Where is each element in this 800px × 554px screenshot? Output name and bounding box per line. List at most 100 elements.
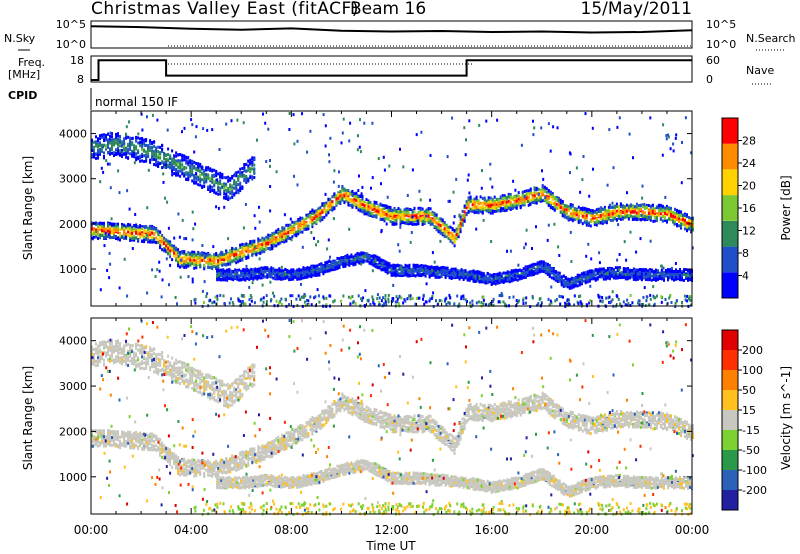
power-cell	[395, 216, 398, 220]
power-cell	[684, 214, 686, 217]
power-cell	[473, 211, 476, 215]
power-cell	[323, 204, 326, 207]
power-cell	[235, 261, 238, 265]
power-cell	[302, 276, 305, 280]
power-cell	[477, 210, 480, 214]
power-cell	[361, 195, 364, 198]
power-cell	[149, 240, 152, 244]
power-cell	[183, 255, 186, 259]
power-cell	[467, 202, 470, 206]
power-cell	[139, 235, 142, 239]
power-cell	[211, 267, 214, 271]
power-cell	[503, 200, 506, 203]
power-cell	[591, 217, 594, 221]
power-cell	[545, 194, 548, 198]
power-cell	[548, 266, 551, 270]
power-cell	[637, 211, 640, 215]
power-cell	[297, 230, 300, 233]
power-cell	[506, 278, 509, 281]
power-cell	[517, 191, 520, 195]
power-cell	[292, 275, 295, 279]
power-cell	[261, 250, 264, 254]
power-cell	[447, 233, 450, 237]
power-cell	[674, 218, 676, 222]
power-cell	[348, 263, 351, 267]
power-cell	[641, 211, 644, 215]
power-cell	[306, 266, 309, 270]
power-cell	[393, 214, 396, 218]
power-cell	[601, 217, 604, 221]
power-cell	[574, 277, 577, 281]
power-cell	[633, 217, 636, 221]
power-cell	[423, 214, 426, 218]
power-cell	[224, 274, 227, 278]
power-cell	[405, 207, 408, 211]
power-cell	[109, 236, 111, 240]
power-cell	[477, 206, 480, 210]
power-cell	[313, 210, 316, 214]
power-cell	[509, 193, 512, 196]
power-cell	[686, 215, 688, 219]
power-cell	[301, 230, 304, 234]
power-cell	[359, 194, 362, 198]
power-cell	[487, 196, 490, 200]
power-cell	[227, 256, 230, 260]
power-cell	[524, 268, 527, 272]
power-cell	[358, 252, 361, 256]
power-cell	[155, 227, 158, 231]
power-cell	[299, 228, 302, 231]
power-cell	[593, 216, 596, 220]
power-cell	[631, 217, 634, 221]
power-cell	[497, 199, 500, 203]
power-cell	[348, 260, 351, 263]
power-cell	[117, 229, 119, 233]
power-cell	[351, 190, 354, 194]
power-cell	[183, 262, 186, 266]
power-cell	[422, 273, 425, 277]
power-cell	[147, 238, 150, 241]
power-cell	[485, 209, 488, 213]
power-cell	[303, 223, 306, 227]
power-cell	[552, 272, 555, 276]
power-cell	[474, 272, 477, 276]
power-cell	[603, 220, 606, 224]
power-cell	[193, 251, 196, 255]
power-cell	[407, 207, 410, 211]
power-cell	[672, 211, 674, 214]
power-cell	[277, 234, 280, 237]
power-cell	[199, 256, 202, 260]
power-cell	[269, 237, 272, 241]
power-cell	[452, 271, 455, 274]
power-cell	[339, 192, 342, 196]
power-cell	[475, 210, 478, 214]
power-cell	[291, 227, 294, 231]
power-cell	[635, 211, 638, 215]
power-cell	[485, 202, 488, 206]
power-cell	[246, 276, 249, 280]
power-cell	[440, 275, 443, 278]
power-cell	[271, 238, 274, 242]
power-cell	[594, 268, 597, 272]
power-cell	[409, 213, 412, 217]
power-cell	[317, 207, 320, 211]
power-cell	[536, 271, 539, 275]
power-cell	[547, 200, 550, 204]
power-cell	[408, 266, 411, 270]
power-cell	[491, 205, 494, 209]
power-cell	[542, 260, 545, 264]
power-cell	[414, 274, 417, 278]
power-cell	[228, 277, 231, 280]
power-cell	[659, 217, 662, 221]
power-cell	[195, 253, 198, 257]
power-cell	[493, 210, 496, 213]
power-cell	[403, 214, 406, 217]
power-cell	[463, 213, 466, 217]
power-cell	[179, 255, 182, 258]
power-cell	[457, 224, 460, 228]
power-cell	[155, 241, 158, 245]
power-cell	[629, 203, 632, 207]
power-cell	[121, 227, 123, 231]
power-cell	[159, 230, 162, 234]
power-cell	[548, 270, 551, 274]
power-cell	[229, 256, 232, 260]
